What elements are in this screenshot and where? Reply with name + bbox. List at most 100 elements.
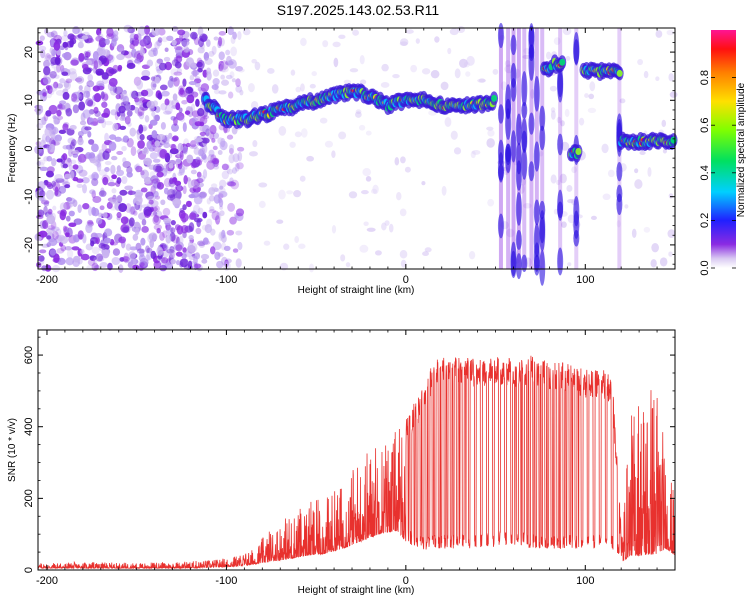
noise-speckle (182, 78, 187, 87)
noise-speckle (506, 228, 515, 238)
noise-speckle (217, 36, 223, 47)
noise-speckle (96, 28, 102, 36)
noise-speckle (64, 173, 72, 179)
noise-speckle (133, 33, 139, 41)
noise-speckle (163, 142, 171, 149)
noise-speckle (54, 186, 59, 197)
noise-streak-blob (497, 22, 504, 49)
noise-speckle (92, 51, 99, 61)
noise-speckle (76, 183, 83, 189)
noise-speckle (76, 178, 84, 183)
noise-streak-blob (616, 161, 623, 182)
noise-speckle (126, 62, 136, 69)
noise-speckle (178, 164, 186, 174)
noise-speckle (175, 244, 183, 252)
noise-speckle (119, 125, 127, 130)
noise-speckle (134, 195, 143, 206)
noise-speckle (374, 250, 382, 256)
noise-speckle (492, 68, 499, 75)
noise-speckle (471, 150, 481, 155)
noise-speckle (161, 36, 168, 43)
noise-streak-blob (510, 34, 517, 56)
noise-speckle (235, 78, 241, 87)
noise-speckle (176, 185, 182, 191)
noise-speckle (203, 154, 208, 163)
noise-speckle (104, 228, 113, 237)
noise-speckle (217, 150, 223, 155)
noise-speckle (53, 34, 63, 43)
noise-speckle (146, 247, 153, 254)
noise-speckle (181, 39, 190, 47)
noise-streak-blob (573, 31, 580, 66)
noise-speckle (165, 234, 172, 244)
noise-speckle (121, 176, 128, 185)
noise-speckle (132, 233, 139, 241)
noise-speckle (46, 146, 52, 151)
noise-speckle (553, 37, 561, 45)
noise-speckle (172, 189, 177, 197)
noise-speckle (126, 137, 134, 148)
noise-speckle (156, 39, 162, 47)
noise-speckle (372, 184, 379, 195)
noise-speckle (106, 201, 113, 209)
noise-speckle (53, 66, 58, 74)
noise-streak-blob (539, 200, 546, 220)
noise-speckle (348, 191, 358, 199)
noise-speckle (422, 251, 429, 257)
noise-speckle (78, 36, 85, 43)
noise-speckle (190, 91, 199, 98)
noise-speckle (182, 165, 188, 170)
noise-speckle (46, 166, 55, 173)
noise-speckle (195, 227, 202, 235)
noise-speckle (197, 46, 205, 54)
noise-speckle (607, 169, 615, 178)
noise-speckle (100, 91, 105, 100)
noise-speckle (147, 233, 154, 243)
noise-speckle (144, 114, 150, 123)
noise-speckle (119, 116, 127, 122)
noise-speckle (200, 35, 207, 43)
noise-speckle (218, 51, 225, 61)
noise-speckle (56, 109, 62, 117)
noise-speckle (278, 189, 286, 200)
noise-speckle (91, 171, 99, 181)
noise-speckle (53, 41, 61, 51)
noise-speckle (91, 143, 99, 153)
noise-speckle (39, 249, 47, 254)
noise-speckle (624, 204, 629, 209)
noise-speckle (175, 102, 181, 111)
noise-speckle (235, 85, 243, 93)
noise-speckle (65, 107, 73, 117)
noise-speckle (69, 124, 77, 131)
noise-speckle (365, 130, 372, 136)
noise-speckle (218, 63, 224, 72)
noise-speckle (83, 56, 89, 61)
noise-speckle (126, 166, 133, 174)
noise-speckle (108, 68, 118, 74)
noise-speckle (404, 166, 411, 173)
noise-speckle (169, 75, 174, 82)
noise-speckle (140, 170, 145, 176)
noise-speckle (170, 259, 176, 265)
noise-speckle (78, 52, 85, 62)
noise-speckle (190, 31, 198, 40)
noise-speckle (85, 98, 94, 107)
noise-speckle (331, 150, 336, 158)
noise-speckle (301, 128, 308, 138)
noise-speckle (202, 211, 208, 219)
noise-speckle (158, 62, 167, 71)
noise-speckle (43, 66, 51, 76)
noise-speckle (135, 91, 145, 97)
noise-speckle (212, 157, 220, 165)
noise-speckle (221, 170, 229, 180)
noise-speckle (139, 134, 145, 141)
noise-speckle (116, 150, 124, 156)
noise-speckle (95, 253, 104, 262)
noise-speckle (109, 199, 119, 205)
noise-speckle (156, 182, 164, 190)
noise-speckle (57, 103, 63, 109)
noise-speckle (86, 80, 95, 88)
noise-speckle (193, 147, 200, 155)
noise-speckle (184, 110, 191, 115)
ridge-point (670, 136, 677, 144)
